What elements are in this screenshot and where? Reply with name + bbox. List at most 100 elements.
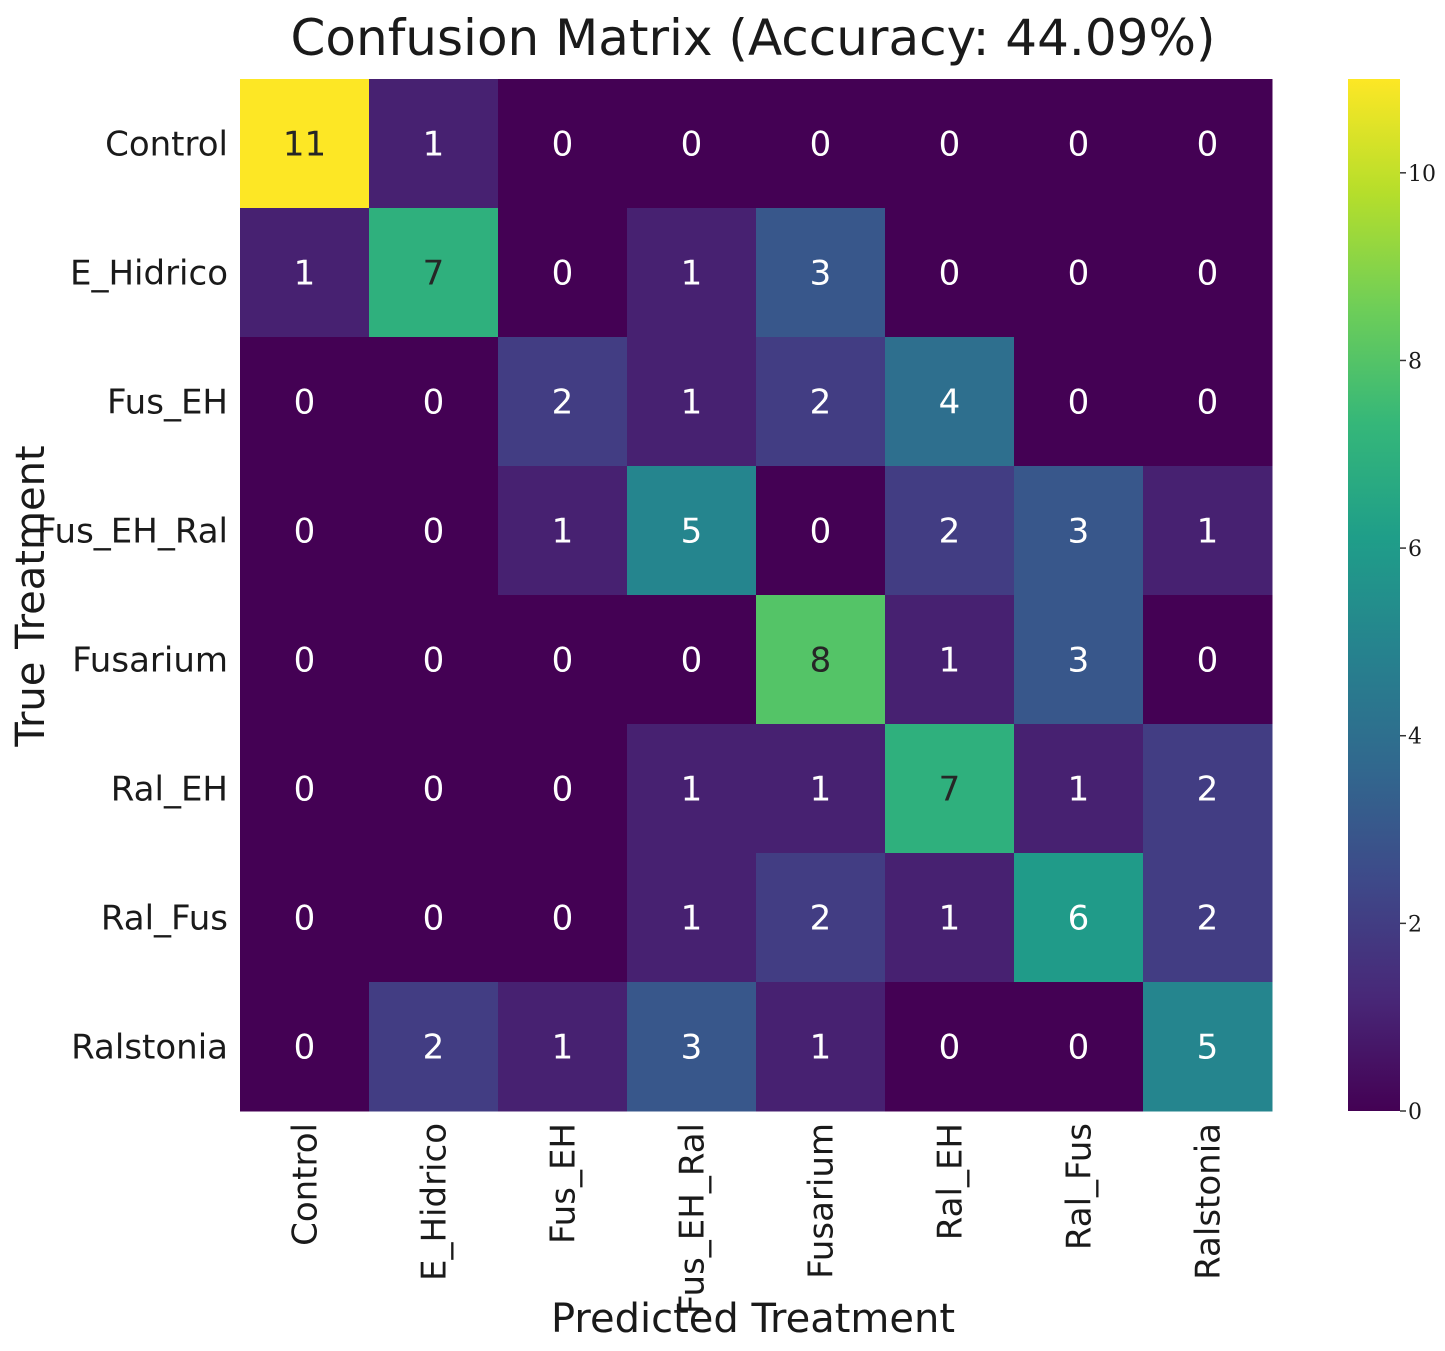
cell-value-label: 1 bbox=[681, 383, 703, 423]
cell-value-label: 0 bbox=[1068, 254, 1090, 294]
heatmap-cell bbox=[369, 466, 499, 596]
heatmap-cell bbox=[756, 853, 886, 983]
heatmap-cell bbox=[627, 853, 757, 983]
cell-value-label: 0 bbox=[681, 125, 703, 165]
cell-value-label: 1 bbox=[1068, 770, 1090, 810]
cell-value-label: 3 bbox=[1068, 641, 1090, 681]
heatmap-cell bbox=[756, 724, 886, 854]
x-tick-label: Ralstonia bbox=[1189, 1123, 1229, 1280]
cell-value-label: 1 bbox=[681, 770, 703, 810]
heatmap-cell bbox=[369, 724, 499, 854]
cell-value-label: 0 bbox=[423, 641, 445, 681]
cell-value-label: 0 bbox=[939, 254, 961, 294]
cell-value-label: 1 bbox=[939, 641, 961, 681]
heatmap-cell bbox=[885, 724, 1015, 854]
y-tick-label: Ral_Fus bbox=[101, 899, 228, 939]
cell-value-label: 0 bbox=[294, 1028, 316, 1068]
cell-value-label: 2 bbox=[1197, 770, 1219, 810]
cell-value-label: 0 bbox=[939, 125, 961, 165]
heatmap-cell bbox=[756, 79, 886, 209]
cell-value-label: 1 bbox=[552, 1028, 574, 1068]
heatmap-cell bbox=[369, 337, 499, 467]
heatmap-cell bbox=[369, 208, 499, 338]
heatmap-cell bbox=[885, 337, 1015, 467]
colorbar: 0 2 4 6 8 10 bbox=[1348, 79, 1436, 1125]
cell-value-label: 0 bbox=[552, 641, 574, 681]
heatmap-cell bbox=[1143, 337, 1273, 467]
heatmap-cell bbox=[627, 595, 757, 725]
cell-value-label: 0 bbox=[552, 125, 574, 165]
heatmap-cell bbox=[627, 337, 757, 467]
heatmap-cell bbox=[1014, 853, 1144, 983]
heatmap-cell bbox=[1143, 208, 1273, 338]
heatmap-cell bbox=[369, 853, 499, 983]
colorbar-tick-label: 4 bbox=[1408, 725, 1422, 750]
cell-value-label: 0 bbox=[552, 899, 574, 939]
cell-value-label: 1 bbox=[552, 512, 574, 552]
cell-value-label: 2 bbox=[810, 899, 832, 939]
heatmap-cell bbox=[498, 595, 628, 725]
y-tick-labels: Control E_Hidrico Fus_EH Fus_EH_Ral Fusarium… bbox=[37, 125, 228, 1068]
x-tick-label: Ral_EH bbox=[931, 1123, 971, 1240]
heatmap-cell bbox=[498, 724, 628, 854]
y-tick-label: Ral_EH bbox=[111, 770, 228, 810]
cell-value-label: 0 bbox=[1197, 125, 1219, 165]
heatmap-cell bbox=[756, 982, 886, 1112]
x-tick-label: Fus_EH bbox=[544, 1123, 584, 1244]
y-tick-label: Ralstonia bbox=[71, 1028, 228, 1068]
colorbar-tick-label: 10 bbox=[1408, 162, 1436, 187]
cell-value-label: 1 bbox=[1197, 512, 1219, 552]
cell-value-label: 0 bbox=[810, 125, 832, 165]
heatmap-cell bbox=[369, 79, 499, 209]
heatmap-cell bbox=[1014, 595, 1144, 725]
x-tick-label: E_Hidrico bbox=[415, 1123, 455, 1281]
x-tick-label: Ral_Fus bbox=[1060, 1123, 1100, 1250]
x-axis-label: Predicted Treatment bbox=[551, 1296, 955, 1342]
cell-value-label: 1 bbox=[294, 254, 316, 294]
heatmap-cell bbox=[240, 724, 370, 854]
cell-value-label: 4 bbox=[939, 383, 961, 423]
heatmap-cell bbox=[756, 208, 886, 338]
heatmap-cell bbox=[627, 466, 757, 596]
heatmap-cell bbox=[240, 466, 370, 596]
heatmap-cell bbox=[885, 466, 1015, 596]
cell-value-label: 0 bbox=[1197, 254, 1219, 294]
cell-value-label: 7 bbox=[939, 770, 961, 810]
heatmap-cell bbox=[498, 79, 628, 209]
heatmap-cell bbox=[369, 982, 499, 1112]
heatmap-cell bbox=[627, 79, 757, 209]
cell-value-label: 11 bbox=[283, 125, 326, 165]
heatmap-cells: 11 1 0 0 0 0 0 01 7 0 1 3 0 0 00 0 2 1 2 4 0 00 0 1 5 0 2 3 10 0 0 0 8 1 3… bbox=[240, 79, 1273, 1112]
heatmap-cell bbox=[885, 853, 1015, 983]
heatmap-cell bbox=[240, 79, 370, 209]
cell-value-label: 2 bbox=[423, 1028, 445, 1068]
cell-value-label: 0 bbox=[423, 383, 445, 423]
heatmap-cell bbox=[498, 982, 628, 1112]
heatmap-cell bbox=[627, 982, 757, 1112]
cell-value-label: 8 bbox=[810, 641, 832, 681]
heatmap-cell bbox=[1014, 466, 1144, 596]
y-axis-label: True Treatment bbox=[8, 445, 54, 747]
x-tick-labels: Control E_Hidrico Fus_EH Fus_EH_Ral Fusarium… bbox=[286, 1123, 1229, 1314]
heatmap-cell bbox=[885, 595, 1015, 725]
cell-value-label: 0 bbox=[294, 641, 316, 681]
y-tick-label: Control bbox=[105, 125, 228, 165]
cell-value-label: 0 bbox=[1068, 383, 1090, 423]
cell-value-label: 0 bbox=[294, 383, 316, 423]
heatmap-cell bbox=[885, 79, 1015, 209]
cell-value-label: 0 bbox=[552, 770, 574, 810]
cell-value-label: 1 bbox=[423, 125, 445, 165]
heatmap-cell bbox=[1014, 337, 1144, 467]
heatmap-cell bbox=[1143, 466, 1273, 596]
heatmap-cell bbox=[627, 724, 757, 854]
colorbar-tick-label: 0 bbox=[1408, 1100, 1422, 1125]
heatmap-cell bbox=[498, 853, 628, 983]
x-tick-label: Control bbox=[286, 1123, 326, 1246]
heatmap-cell bbox=[240, 853, 370, 983]
cell-value-label: 0 bbox=[810, 512, 832, 552]
colorbar-gradient bbox=[1348, 79, 1400, 1111]
heatmap-cell bbox=[240, 982, 370, 1112]
colorbar-tick-label: 2 bbox=[1408, 912, 1422, 937]
x-tick-label: Fus_EH_Ral bbox=[673, 1123, 713, 1314]
